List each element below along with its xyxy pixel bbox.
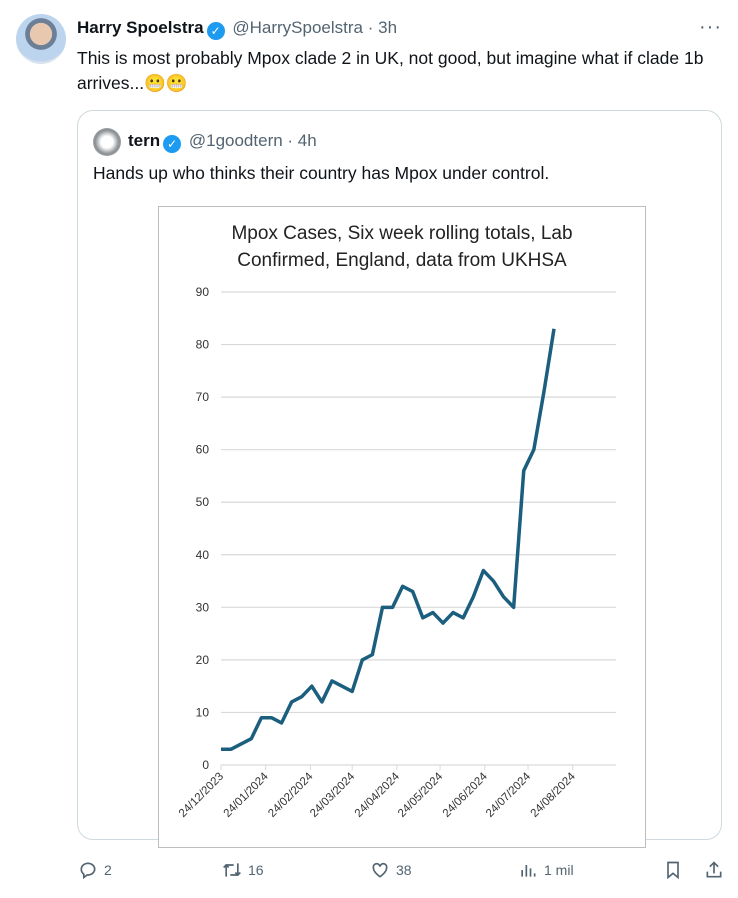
verified-badge-icon: ✓ [163,135,182,153]
line-chart: Mpox Cases, Six week rolling totals, Lab… [177,223,616,820]
chart-image[interactable]: Mpox Cases, Six week rolling totals, Lab… [158,206,646,848]
author-handle[interactable]: @HarrySpoelstra [232,18,363,37]
quote-handle: @1goodtern [188,131,283,150]
views-icon [521,865,536,877]
bookmark-icon [667,861,679,880]
more-horizontal-icon[interactable]: ··· [699,16,722,38]
quote-avatar [93,128,121,156]
y-tick-label: 10 [196,705,210,719]
quote-text: Hands up who thinks their country has Mp… [93,163,550,183]
y-tick-label: 80 [196,338,210,352]
reply-button[interactable]: 2 [78,860,112,880]
share-button[interactable] [704,860,724,880]
action-bar: 2 16 38 1 mil [0,860,738,886]
tweet-header: Harry Spoelstra ✓ @HarrySpoelstra · 3h [77,18,397,40]
avatar[interactable] [16,14,66,64]
chart-title-line: Confirmed, England, data from UKHSA [237,250,567,271]
x-tick-label: 24/04/2024 [353,770,403,820]
heart-icon [372,862,388,878]
x-tick-label: 24/07/2024 [484,770,534,820]
series-line [221,328,556,751]
views-button[interactable]: 1 mil [518,860,574,880]
x-tick-label: 24/01/2024 [222,770,272,820]
reply-icon [80,862,96,880]
y-tick-label: 20 [196,653,210,667]
y-tick-label: 0 [202,758,209,772]
y-tick-label: 90 [196,285,210,299]
x-tick-label: 24/06/2024 [441,770,491,820]
view-count: 1 mil [544,862,574,878]
bookmark-button[interactable] [663,860,683,880]
quote-timestamp: · 4h [287,131,317,150]
x-tick-label: 24/12/2023 [177,771,226,820]
quote-author-name: tern [128,131,161,150]
like-count: 38 [396,862,412,878]
timestamp[interactable]: · 3h [367,18,398,37]
x-tick-label: 24/08/2024 [529,770,579,820]
repost-button[interactable]: 16 [222,860,264,880]
repost-icon [223,863,241,877]
chart-title-line: Mpox Cases, Six week rolling totals, Lab [231,223,572,244]
quoted-tweet[interactable]: tern ✓ @1goodtern · 4h Hands up who think… [77,110,722,848]
y-tick-label: 30 [196,600,210,614]
share-icon [706,861,722,878]
author-name[interactable]: Harry Spoelstra [77,18,204,37]
y-tick-label: 60 [196,443,210,457]
like-button[interactable]: 38 [370,860,412,880]
x-tick-label: 24/05/2024 [396,770,446,820]
verified-badge-icon: ✓ [206,22,225,40]
reply-count: 2 [104,862,112,878]
x-tick-label: 24/03/2024 [308,770,358,820]
y-tick-label: 50 [196,495,210,509]
y-tick-label: 40 [196,548,210,562]
repost-count: 16 [248,862,264,878]
tweet-text: This is most probably Mpox clade 2 in UK… [77,48,704,93]
quote-header: tern ✓ @1goodtern · 4h [128,131,317,153]
y-tick-label: 70 [196,390,210,404]
